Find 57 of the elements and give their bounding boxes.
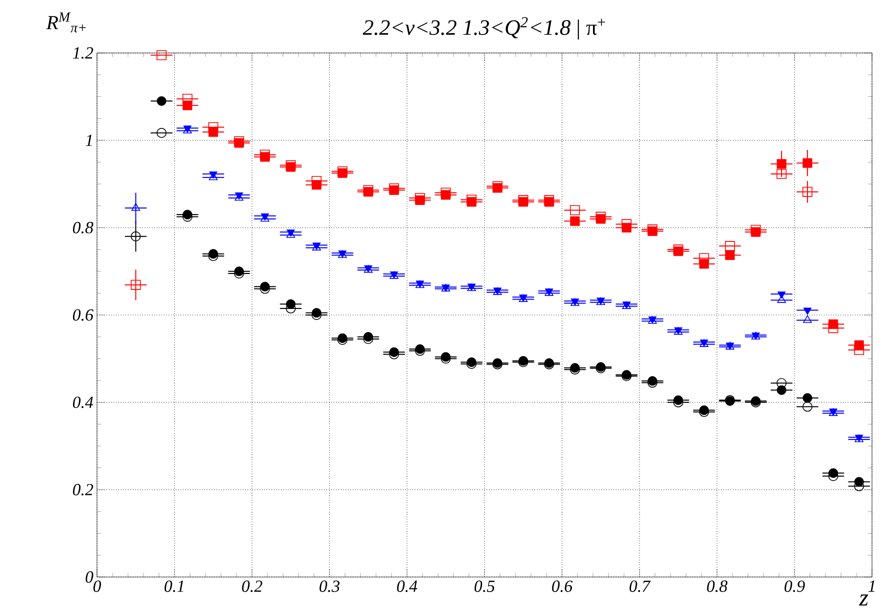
point [208, 127, 218, 137]
point [131, 203, 140, 211]
x-axis-title: z [858, 594, 868, 606]
point [596, 212, 606, 222]
point [750, 224, 761, 235]
point [724, 241, 735, 251]
point [699, 253, 710, 264]
y-axis-title: R$^{M}$π+ [46, 12, 86, 32]
point [260, 150, 270, 160]
point [725, 250, 735, 260]
chart-title: 2.2<ν<3.2 1.3<Q$^{2}$<1.8 | π$^{+}$ [362, 17, 606, 40]
x-tick-label: 0.3 [320, 580, 340, 592]
point [776, 159, 786, 169]
x-tick-label: 1 [868, 580, 874, 592]
x-tick-label: 0 [93, 580, 102, 592]
point [828, 323, 838, 334]
point [803, 308, 812, 315]
y-tick-label: 0.8 [72, 222, 94, 234]
x-tick-label: 0.8 [707, 580, 728, 592]
x-tick-label: 0.6 [552, 580, 573, 592]
point [130, 280, 141, 290]
x-tick-label: 0.5 [474, 580, 495, 592]
x-tick-label: 0.9 [784, 580, 805, 592]
point [440, 188, 451, 198]
point [208, 122, 218, 132]
point [802, 186, 812, 197]
point [802, 402, 812, 412]
point [570, 216, 580, 226]
y-tick-label: 1.2 [72, 47, 94, 59]
point [803, 315, 812, 323]
x-tick-label: 0.2 [242, 580, 262, 592]
y-tick-label: 0.4 [72, 396, 94, 408]
point [466, 194, 477, 205]
point [802, 158, 812, 168]
point [312, 176, 322, 186]
point [776, 168, 787, 179]
point [776, 385, 786, 395]
point [130, 231, 141, 242]
point [570, 205, 580, 216]
point [622, 219, 632, 230]
point [156, 50, 167, 60]
point [156, 128, 167, 138]
x-tick-label: 0.4 [397, 580, 418, 592]
point [182, 94, 192, 104]
point [699, 259, 709, 269]
point [777, 292, 786, 299]
point [802, 393, 812, 403]
x-tick-label: 0.7 [630, 580, 651, 592]
y-tick-label: 1 [86, 134, 92, 146]
point [776, 378, 787, 388]
y-tick-label: 0.2 [72, 484, 94, 496]
y-tick-label: 0 [86, 571, 94, 583]
x-tick-label: 0.1 [164, 580, 184, 592]
point [414, 192, 425, 203]
y-tick-label: 0.6 [72, 309, 94, 321]
point [156, 96, 166, 106]
point [854, 344, 864, 355]
